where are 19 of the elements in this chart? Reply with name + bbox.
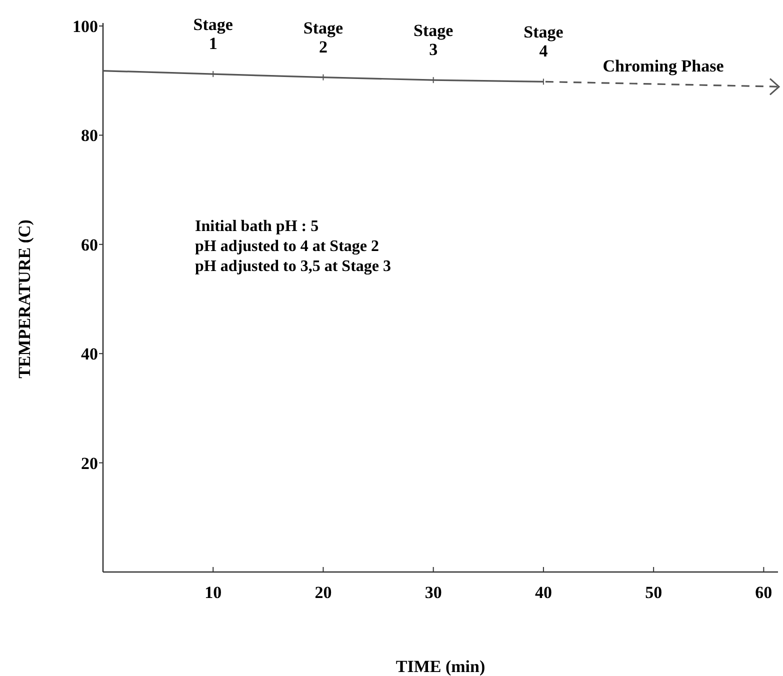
annotation: Initial bath pH : 5 pH adjusted to 4 at Stage 2 pH adjusted to 3,5 at Stage 3 (195, 218, 392, 275)
annotation: Stage 3 (414, 21, 454, 60)
y-axis-title: TEMPERATURE (C) (15, 220, 34, 378)
annotation: Stage 1 (193, 15, 234, 54)
y-tick-label: 100 (72, 16, 98, 36)
annotation: Chroming Phase (602, 56, 724, 76)
x-tick-label: 50 (645, 583, 662, 602)
y-tick-label: 20 (81, 454, 98, 473)
annotation: Stage 2 (303, 18, 344, 56)
x-axis-title: TIME (min) (396, 657, 486, 676)
y-tick-label: 60 (81, 235, 98, 254)
annotation: Stage 4 (524, 22, 564, 61)
x-tick-label: 60 (755, 583, 772, 602)
y-tick-label: 80 (81, 126, 98, 146)
x-tick-label: 20 (314, 583, 332, 602)
y-tick-label: 40 (81, 344, 98, 364)
x-tick-label: 30 (424, 583, 442, 602)
x-tick-label: 40 (534, 583, 552, 602)
x-tick-label: 10 (204, 583, 222, 602)
